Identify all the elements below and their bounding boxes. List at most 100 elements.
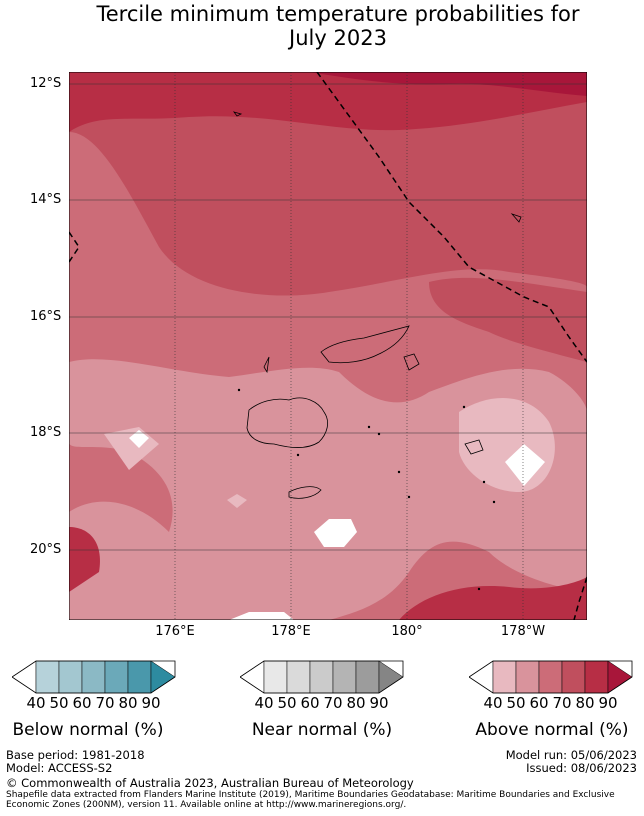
cb-below-tick-80: 80 [118,694,138,712]
eez-boundary-2 [69,231,80,263]
island-lau-1 [464,439,484,455]
islet-8 [407,495,411,499]
cb-below-tick-60: 60 [72,694,92,712]
cb-near-tick-60: 60 [300,694,320,712]
cb-below-tick-70: 70 [95,694,115,712]
title-line-2: July 2023 [289,26,387,50]
low-prob-patch-1 [129,430,149,448]
cb-above-tick-50: 50 [506,694,526,712]
map-title: Tercile minimum temperature probabilitie… [0,2,644,50]
gridlines [69,72,587,620]
colorbar-above-max-arrow [607,660,633,694]
lon-label-180: 180° [391,624,423,639]
island-kadavu [288,486,322,499]
contour-top-dark [69,72,587,132]
cb-above-tick-80: 80 [575,694,595,712]
colorbar-near-80 [355,660,380,694]
island-yasawa [263,356,270,374]
island-viti-levu [246,397,329,448]
islet-2 [377,432,381,436]
cb-below-tick-50: 50 [49,694,69,712]
colorbar-near [240,660,404,694]
colorbar-near-max-arrow [378,660,404,694]
lat-label-16s: 16°S [30,309,62,324]
islet-5 [482,480,486,484]
islet-6 [492,500,496,504]
lon-label-178e: 178°E [271,624,311,639]
colorbar-below-80 [127,660,152,694]
colorbar-below-70 [104,660,129,694]
colorbar-above-70 [561,660,586,694]
issued-date: Issued: 08/06/2023 [526,761,637,775]
colorbar-near-outline [240,660,404,694]
cb-below-tick-90: 90 [141,694,161,712]
shapefile-credit-line-2: Economic Zones (200NM), version 11. Avai… [6,800,407,810]
cb-below-tick-40: 40 [26,694,46,712]
eez-boundary-1 [316,72,587,363]
contour-bottom-right [399,577,587,620]
base-period: Base period: 1981-2018 [6,748,145,762]
title-line-1: Tercile minimum temperature probabilitie… [96,2,580,26]
islet-3 [397,470,401,474]
colorbar-near-50 [286,660,311,694]
low-prob-patch-2 [505,444,545,486]
island-vanua-levu [320,325,410,364]
shapefile-credit-line-1: Shapefile data extracted from Flanders M… [6,790,615,800]
cb-near-tick-50: 50 [277,694,297,712]
light-patch-4 [227,494,247,508]
cb-above-tick-90: 90 [598,694,618,712]
islet-10 [296,453,300,457]
low-prob-patch-5 [229,612,294,620]
shapefile-credit: Shapefile data extracted from Flanders M… [6,790,638,810]
islet-9 [237,388,241,392]
cb-above-tick-40: 40 [483,694,503,712]
small-islands [237,388,496,591]
colorbar-above-80 [584,660,609,694]
colorbar-near-label: Near normal (%) [251,720,393,740]
lon-label-176e: 176°E [155,624,195,639]
colorbar-above-label: Above normal (%) [475,720,629,740]
probability-map [69,72,587,620]
cb-near-tick-90: 90 [369,694,389,712]
colorbar-near-min-arrow [240,660,265,694]
colorbar-above-50 [515,660,540,694]
colorbar-below-60 [81,660,106,694]
colorbar-above [469,660,633,694]
cb-near-tick-80: 80 [346,694,366,712]
lat-label-20s: 20°S [30,542,62,557]
cb-above-tick-70: 70 [552,694,572,712]
lon-label-178w: 178°W [500,624,546,639]
colorbar-near-40 [263,660,288,694]
low-prob-patch-3 [314,519,357,547]
model-run: Model run: 05/06/2023 [505,748,637,762]
colorbar-below-min-arrow [12,660,37,694]
lat-label-18s: 18°S [30,425,62,440]
colorbar-below-max-arrow [150,660,176,694]
footer-left: Base period: 1981-2018 Model: ACCESS-S2 [6,749,145,775]
footer-right: Model run: 05/06/2023 Issued: 08/06/2023 [506,749,637,775]
cb-near-tick-40: 40 [254,694,274,712]
lat-label-12s: 12°S [30,76,62,91]
colorbar-below-50 [58,660,83,694]
cb-near-tick-70: 70 [323,694,343,712]
lat-label-14s: 14°S [30,192,62,207]
colorbar-near-60 [309,660,334,694]
map-canvas [69,72,587,620]
colorbar-below-40 [35,660,60,694]
colorbar-above-min-arrow [469,660,494,694]
eez-boundaries [69,72,587,620]
colorbar-below [12,660,176,694]
colorbar-near-70 [332,660,357,694]
island-taveuni [403,353,420,371]
contour-band-50 [69,359,587,620]
contour-bottom-left [69,527,100,592]
colorbar-above-60 [538,660,563,694]
islet-4 [462,405,466,409]
cb-above-tick-60: 60 [529,694,549,712]
contour-right-mid [429,277,587,362]
island-small-1 [232,111,243,117]
colorbar-below-label: Below normal (%) [12,720,164,740]
colorbar-above-outline [469,660,633,694]
copyright: © Commonwealth of Australia 2023, Austra… [6,776,414,790]
coastlines [232,111,522,499]
